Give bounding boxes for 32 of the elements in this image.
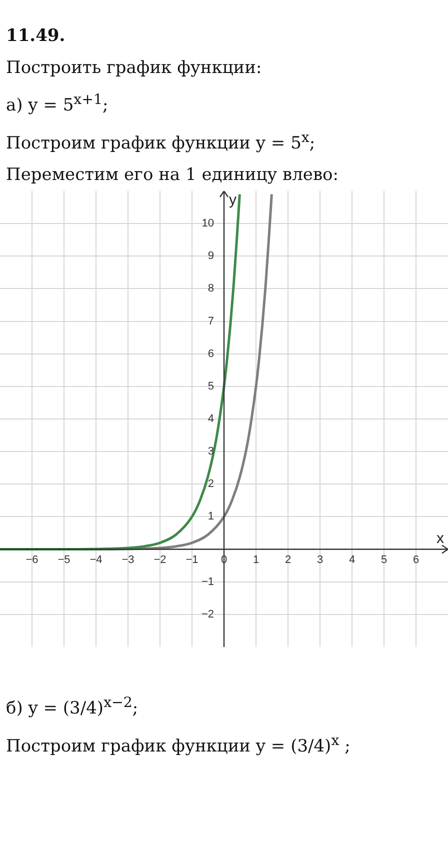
y-tick-label: 6	[208, 348, 214, 360]
y-tick-label: 1	[208, 511, 214, 524]
y-axis-title: y	[229, 192, 237, 209]
y-tick-label: 10	[202, 218, 214, 230]
x-tick-label: 3	[316, 554, 324, 566]
y-tick-label: 4	[208, 413, 214, 426]
x-tick-label: −6	[26, 554, 38, 566]
x-tick-label: 2	[284, 554, 292, 566]
x-tick-label: 1	[252, 554, 260, 566]
x-tick-label: −1	[186, 554, 198, 566]
text: Построим график функции y = 5$^{x}$;	[6, 128, 316, 156]
chart-title: 11.49.	[6, 25, 66, 48]
x-tick-label: −3	[122, 554, 134, 566]
text: Построим график функции y = (3/4)$^{x}$ ;	[6, 732, 352, 759]
x-tick-label: −5	[58, 554, 70, 566]
x-tick-label: 6	[412, 554, 420, 566]
y-tick-label: −2	[201, 608, 214, 621]
x-tick-label: −4	[90, 554, 102, 566]
x-axis-title: x	[436, 530, 444, 548]
x-tick-label: 4	[348, 554, 356, 566]
x-tick-label: −2	[154, 554, 166, 566]
x-tick-label: 5	[380, 554, 388, 566]
y-tick-label: 9	[208, 250, 214, 262]
y-tick-label: 2	[208, 478, 214, 490]
y-tick-label: 5	[208, 380, 214, 393]
y-tick-label: 8	[208, 283, 214, 296]
text: б) y = (3/4)$^{x−2}$;	[6, 694, 140, 721]
y-tick-label: −1	[201, 576, 214, 588]
text: Переместим его на 1 единицу влево:	[6, 164, 340, 188]
text: а) y = 5$^{x+1}$;	[6, 91, 110, 118]
text: Построить график функции:	[6, 57, 263, 80]
y-tick-label: 7	[208, 316, 214, 328]
